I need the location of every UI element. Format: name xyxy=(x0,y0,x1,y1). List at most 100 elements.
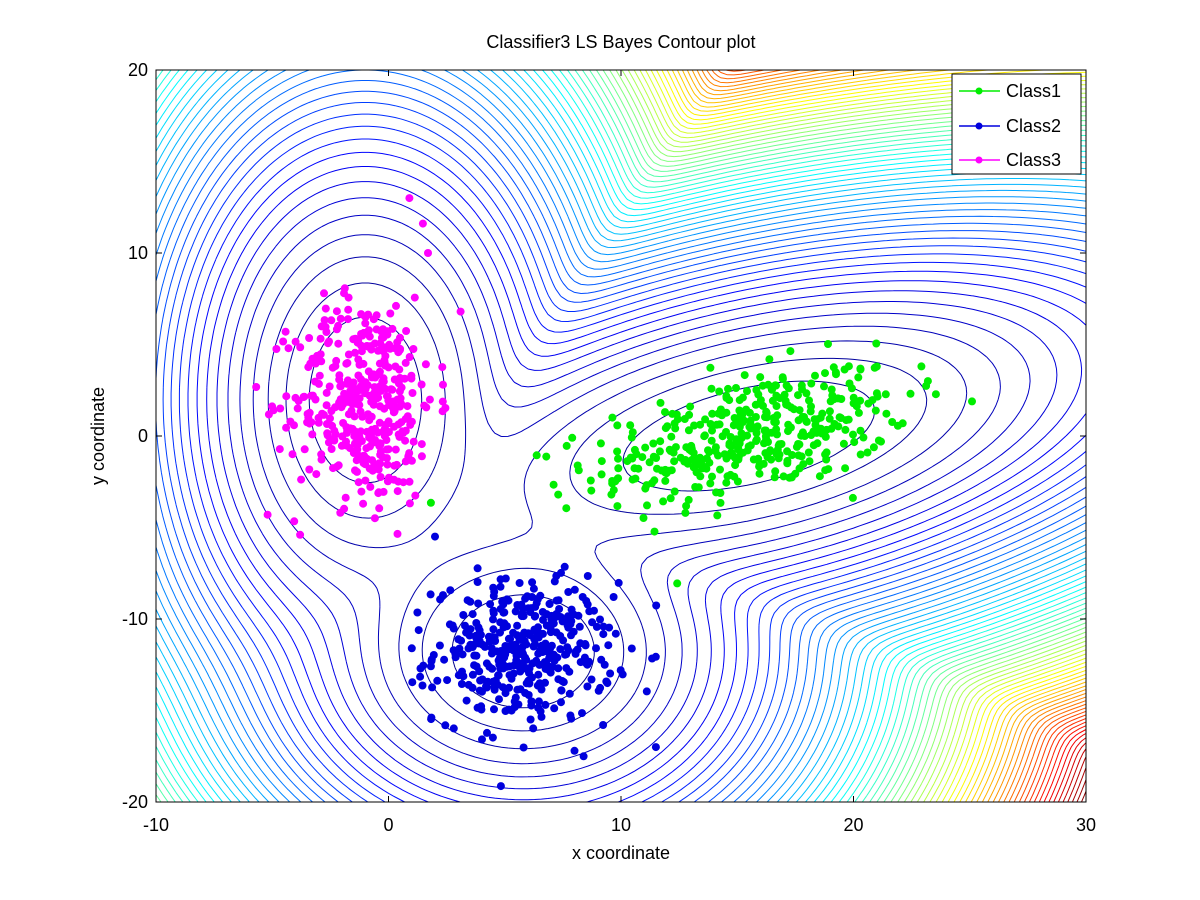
point-class1 xyxy=(597,470,606,479)
point-class2 xyxy=(604,641,613,650)
point-class2 xyxy=(440,655,449,664)
point-class2 xyxy=(556,645,565,654)
point-class3 xyxy=(379,333,388,342)
point-class1 xyxy=(650,527,659,536)
point-class1 xyxy=(681,508,690,517)
point-class1 xyxy=(626,421,635,430)
point-class1 xyxy=(712,420,721,429)
point-class3 xyxy=(359,359,368,368)
point-class3 xyxy=(272,345,281,353)
point-class2 xyxy=(627,644,636,653)
point-class1 xyxy=(811,371,819,380)
point-class3 xyxy=(374,489,383,498)
point-class2 xyxy=(599,630,608,639)
point-class1 xyxy=(869,443,878,452)
point-class3 xyxy=(291,337,300,346)
point-class3 xyxy=(456,307,465,316)
point-class1 xyxy=(768,396,777,405)
point-class2 xyxy=(511,693,520,702)
contour-line xyxy=(156,70,1086,802)
point-class1 xyxy=(562,504,571,513)
point-class1 xyxy=(872,362,881,371)
point-class3 xyxy=(303,410,312,418)
point-class2 xyxy=(489,609,498,618)
point-class3 xyxy=(311,377,320,386)
point-class3 xyxy=(389,408,398,417)
point-class2 xyxy=(505,705,513,714)
point-class1 xyxy=(641,443,650,452)
point-class3 xyxy=(382,392,391,401)
point-class2 xyxy=(468,670,477,679)
point-class1 xyxy=(656,398,665,407)
point-class3 xyxy=(330,426,339,435)
point-class2 xyxy=(534,670,543,679)
point-class2 xyxy=(517,646,526,655)
point-class1 xyxy=(787,403,796,412)
point-class2 xyxy=(596,615,604,624)
point-class3 xyxy=(263,510,272,519)
contour-line xyxy=(1076,779,1086,802)
point-class3 xyxy=(361,319,370,328)
point-class3 xyxy=(411,491,420,500)
point-class3 xyxy=(342,423,351,432)
point-class1 xyxy=(666,494,675,503)
point-class2 xyxy=(451,653,460,662)
point-class2 xyxy=(443,676,452,685)
point-class3 xyxy=(387,385,396,394)
point-class3 xyxy=(441,404,450,412)
point-class3 xyxy=(393,338,402,347)
point-class1 xyxy=(783,447,792,456)
point-class2 xyxy=(585,657,593,666)
point-class3 xyxy=(322,388,331,397)
point-class2 xyxy=(614,578,623,587)
point-class3 xyxy=(320,316,329,325)
point-class2 xyxy=(567,631,575,640)
point-class2 xyxy=(475,667,484,676)
point-class3 xyxy=(374,465,383,474)
point-class3 xyxy=(425,395,434,404)
point-class1 xyxy=(740,371,749,380)
point-class1 xyxy=(694,483,703,492)
point-class2 xyxy=(528,659,537,668)
point-class1 xyxy=(737,434,746,443)
point-class3 xyxy=(356,427,365,436)
contour-line xyxy=(686,70,1086,802)
point-class1 xyxy=(706,479,715,488)
point-class2 xyxy=(550,704,559,713)
point-class2 xyxy=(461,621,469,630)
contour-line xyxy=(227,197,1058,790)
point-class1 xyxy=(683,459,692,468)
point-class1 xyxy=(682,502,691,510)
contour-line xyxy=(1023,714,1086,802)
point-class1 xyxy=(613,502,622,511)
point-class2 xyxy=(414,626,423,635)
point-class3 xyxy=(376,440,385,449)
point-class1 xyxy=(706,420,715,428)
point-class3 xyxy=(374,459,383,468)
point-class2 xyxy=(495,695,503,704)
contour-line xyxy=(156,70,1086,802)
point-class1 xyxy=(607,490,616,499)
point-class2 xyxy=(563,621,572,630)
point-class1 xyxy=(825,407,834,416)
point-class2 xyxy=(462,696,471,705)
point-class1 xyxy=(568,433,577,442)
point-class3 xyxy=(340,504,349,513)
point-class3 xyxy=(321,304,330,313)
point-class2 xyxy=(459,611,468,619)
point-class1 xyxy=(661,476,670,485)
x-tick-label: 10 xyxy=(611,815,631,835)
point-class3 xyxy=(344,315,352,324)
point-class2 xyxy=(573,645,582,654)
point-class1 xyxy=(643,501,651,510)
point-class3 xyxy=(402,327,411,335)
point-class3 xyxy=(405,477,414,486)
point-class1 xyxy=(649,439,658,448)
point-class2 xyxy=(534,697,543,706)
point-class2 xyxy=(618,670,627,679)
point-class2 xyxy=(497,647,506,655)
point-class3 xyxy=(390,461,399,470)
point-class1 xyxy=(820,428,829,437)
point-class3 xyxy=(349,449,358,457)
point-class3 xyxy=(346,387,355,396)
